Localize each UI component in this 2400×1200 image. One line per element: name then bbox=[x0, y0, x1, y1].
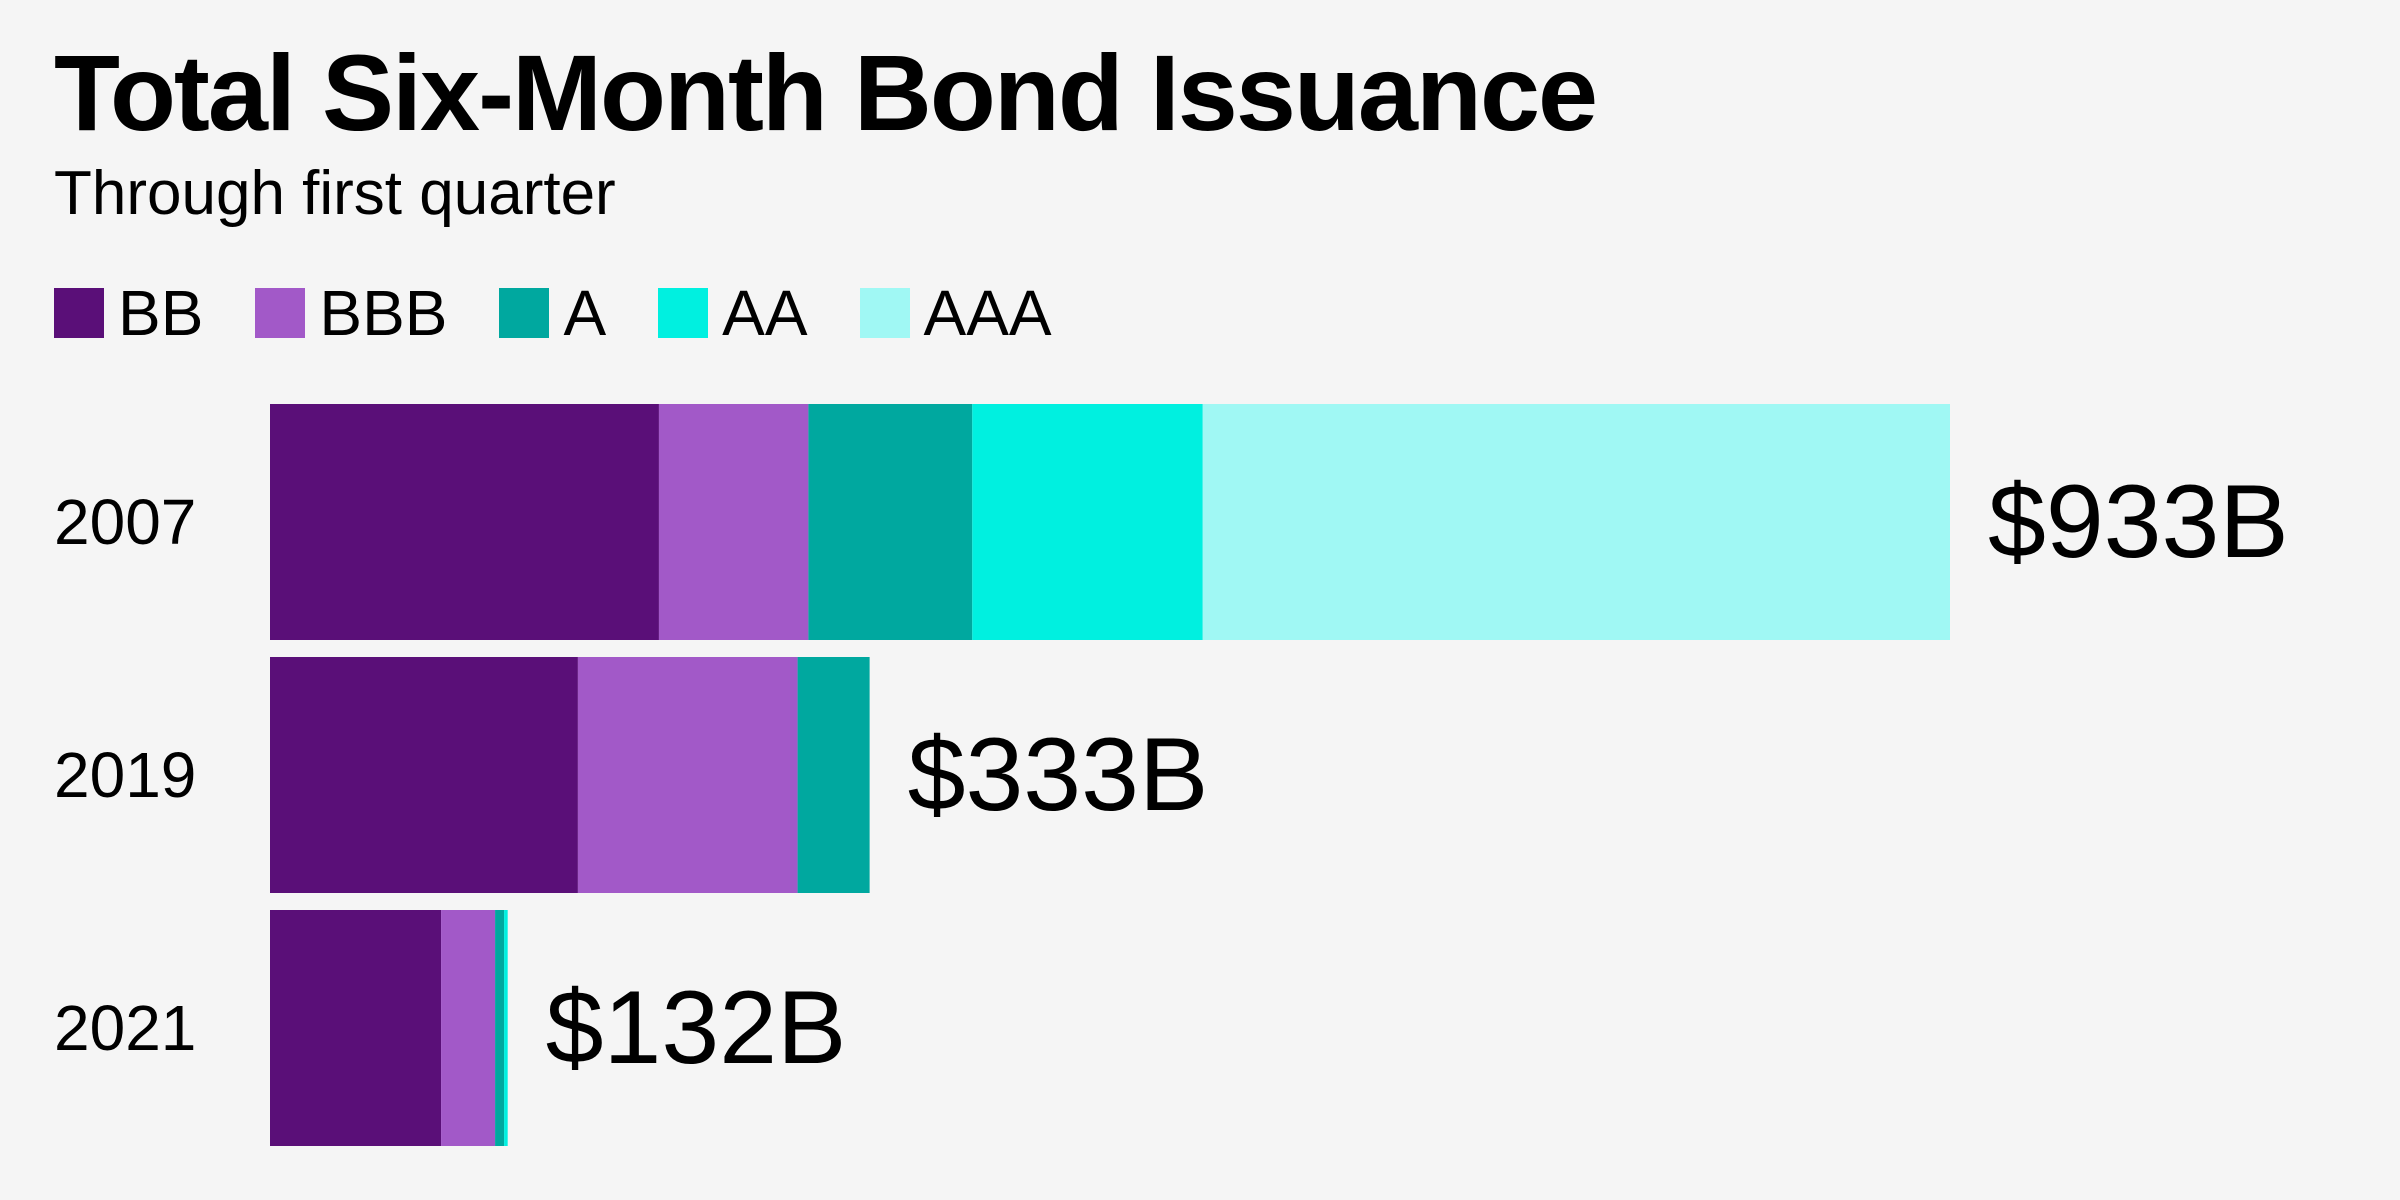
legend-label-bbb: BBB bbox=[319, 277, 448, 349]
bar-segment-2021-aa bbox=[504, 910, 508, 1146]
chart-subtitle: Through first quarter bbox=[54, 159, 616, 228]
total-label-2007: $933B bbox=[1988, 464, 2289, 580]
legend-item-aaa: AAA bbox=[859, 276, 1052, 350]
bar-segment-2007-a bbox=[808, 404, 973, 640]
legend-label-aa: AA bbox=[722, 277, 808, 349]
legend: BB BBB A AA AAA bbox=[54, 276, 1052, 350]
legend-label-bb: BB bbox=[118, 277, 204, 349]
legend-label-aaa: AAA bbox=[923, 277, 1052, 349]
legend-swatch-bbb bbox=[255, 288, 306, 338]
bar-segment-2007-bb bbox=[270, 404, 659, 640]
bar-segment-2019-a bbox=[797, 657, 870, 893]
bar-segment-2021-bb bbox=[270, 910, 442, 1146]
bar-group-2007: 2007 $933B bbox=[54, 404, 2289, 640]
legend-swatch-aaa bbox=[859, 288, 910, 338]
legend-swatch-bb bbox=[54, 288, 104, 338]
bar-segment-2007-aa bbox=[972, 404, 1203, 640]
category-label-2007: 2007 bbox=[54, 486, 196, 558]
bar-segment-2007-aaa bbox=[1202, 404, 1950, 640]
bar-group-2019: 2019 $333B bbox=[54, 657, 1208, 893]
legend-swatch-aa bbox=[658, 288, 709, 338]
total-label-2019: $333B bbox=[908, 717, 1209, 833]
legend-item-bbb: BBB bbox=[255, 276, 447, 350]
bar-segment-2019-bb bbox=[270, 657, 578, 893]
legend-swatch-a bbox=[499, 288, 550, 338]
chart-title: Total Six-Month Bond Issuance bbox=[54, 32, 1598, 153]
bar-segment-2021-bbb bbox=[441, 910, 496, 1146]
bar-group-2021: 2021 $132B bbox=[54, 910, 846, 1146]
bar-segment-2007-bbb bbox=[658, 404, 809, 640]
total-label-2021: $132B bbox=[546, 970, 847, 1086]
category-label-2019: 2019 bbox=[54, 739, 196, 811]
legend-item-aa: AA bbox=[658, 276, 808, 350]
category-label-2021: 2021 bbox=[54, 992, 196, 1064]
bar-segment-2019-bbb bbox=[577, 657, 798, 893]
legend-item-bb: BB bbox=[54, 276, 203, 350]
legend-item-a: A bbox=[499, 276, 606, 350]
bar-segment-2021-a bbox=[495, 910, 505, 1146]
legend-label-a: A bbox=[563, 277, 607, 349]
